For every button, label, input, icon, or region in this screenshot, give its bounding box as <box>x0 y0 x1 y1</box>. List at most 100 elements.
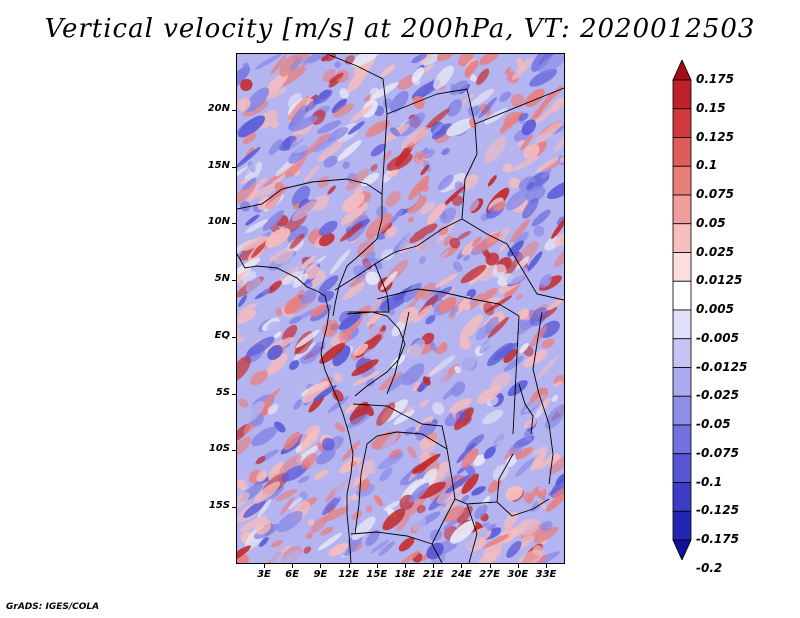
field-blob <box>250 369 268 386</box>
field-blob <box>498 227 510 242</box>
field-blob <box>254 177 267 190</box>
field-blob <box>421 54 432 64</box>
field-blob <box>267 404 279 415</box>
field-blob <box>516 294 523 300</box>
grads-credit: GrADS: IGES/COLA <box>6 602 100 612</box>
field-blob <box>402 363 425 386</box>
colorbar-segment <box>672 510 692 541</box>
field-blob <box>484 523 497 532</box>
field-blob <box>456 230 472 240</box>
lat-tick <box>232 166 237 168</box>
colorbar-label: 0.1 <box>696 158 718 173</box>
field-blob <box>253 133 265 147</box>
field-blob <box>240 201 251 212</box>
field-blob <box>274 370 303 386</box>
field-blob <box>357 305 372 317</box>
field-blob <box>449 520 476 544</box>
field-blob <box>291 185 311 207</box>
field-blob <box>492 264 507 279</box>
colorbar-label: 0.075 <box>696 187 734 201</box>
lon-tick <box>461 563 463 568</box>
field-blob <box>364 320 384 341</box>
field-blob <box>553 134 564 153</box>
field-blob <box>299 426 320 454</box>
field-blob <box>503 356 524 372</box>
field-blob <box>237 146 261 168</box>
colorbar-label: -0.175 <box>696 532 739 546</box>
field-blob <box>533 526 559 544</box>
lon-tick <box>433 563 435 568</box>
colorbar-label: 0.175 <box>696 72 734 86</box>
field-blob <box>515 446 533 460</box>
colorbar-label: 0.025 <box>696 244 734 259</box>
field-blob <box>541 91 563 115</box>
colorbar-segment <box>672 280 692 311</box>
field-blob <box>268 139 283 156</box>
field-blob <box>502 163 513 174</box>
field-blob <box>463 255 471 262</box>
field-blob <box>408 175 430 201</box>
field-blob <box>558 156 564 163</box>
field-blob <box>539 320 560 339</box>
border-line <box>386 311 410 395</box>
field-blob <box>451 381 466 397</box>
field-blob <box>237 258 261 276</box>
field-blob <box>487 175 497 187</box>
field-blob <box>304 62 311 70</box>
colorbar-segment <box>672 165 692 196</box>
colorbar-segment <box>672 223 692 253</box>
field-blob <box>242 132 257 145</box>
field-blob <box>429 61 445 73</box>
field-blob <box>297 525 308 538</box>
field-blob <box>475 549 502 563</box>
field-blob <box>503 348 517 364</box>
lat-tick-label: 20N <box>207 103 230 114</box>
field-blob <box>482 379 492 390</box>
field-blob <box>425 314 436 325</box>
field-blob <box>244 219 269 234</box>
field-blob <box>346 414 370 429</box>
field-blob <box>320 526 334 536</box>
lon-tick-label: 15E <box>366 569 388 580</box>
field-blob <box>487 478 502 494</box>
field-blob <box>505 485 523 501</box>
border-line <box>334 218 463 291</box>
field-blob <box>380 249 395 261</box>
field-blob <box>533 114 549 124</box>
field-blob <box>266 87 287 100</box>
field-blob <box>393 409 415 425</box>
field-blob <box>475 323 493 341</box>
field-blob <box>262 288 271 295</box>
field-blob <box>260 486 284 504</box>
field-blob <box>361 367 375 378</box>
colorbar-label: 0.125 <box>696 129 734 144</box>
field-blob <box>245 277 262 294</box>
lon-tick <box>405 563 406 568</box>
border-line <box>326 54 388 195</box>
field-blob <box>538 54 564 74</box>
lon-tick <box>320 563 322 568</box>
field-blob <box>465 464 476 476</box>
field-blob <box>334 422 346 433</box>
field-blob <box>342 161 350 169</box>
field-blob <box>281 271 306 285</box>
field-blob <box>510 94 525 108</box>
border-line <box>386 88 478 155</box>
field-blob <box>545 403 564 430</box>
field-blob <box>414 287 426 301</box>
field-blob <box>311 341 326 354</box>
field-blob <box>533 412 552 433</box>
field-blob <box>479 467 496 486</box>
field-blob <box>404 426 416 436</box>
colorbar-segment <box>672 137 692 167</box>
lon-tick-label: 12E <box>338 569 359 580</box>
field-blob <box>342 440 361 461</box>
field-blob <box>438 226 449 236</box>
field-blob <box>265 227 291 248</box>
field-blob <box>546 180 564 200</box>
field-blob <box>461 473 479 495</box>
field-blob <box>548 295 564 311</box>
lon-tick <box>264 563 265 568</box>
field-blob <box>351 359 379 377</box>
field-blob <box>282 324 298 342</box>
